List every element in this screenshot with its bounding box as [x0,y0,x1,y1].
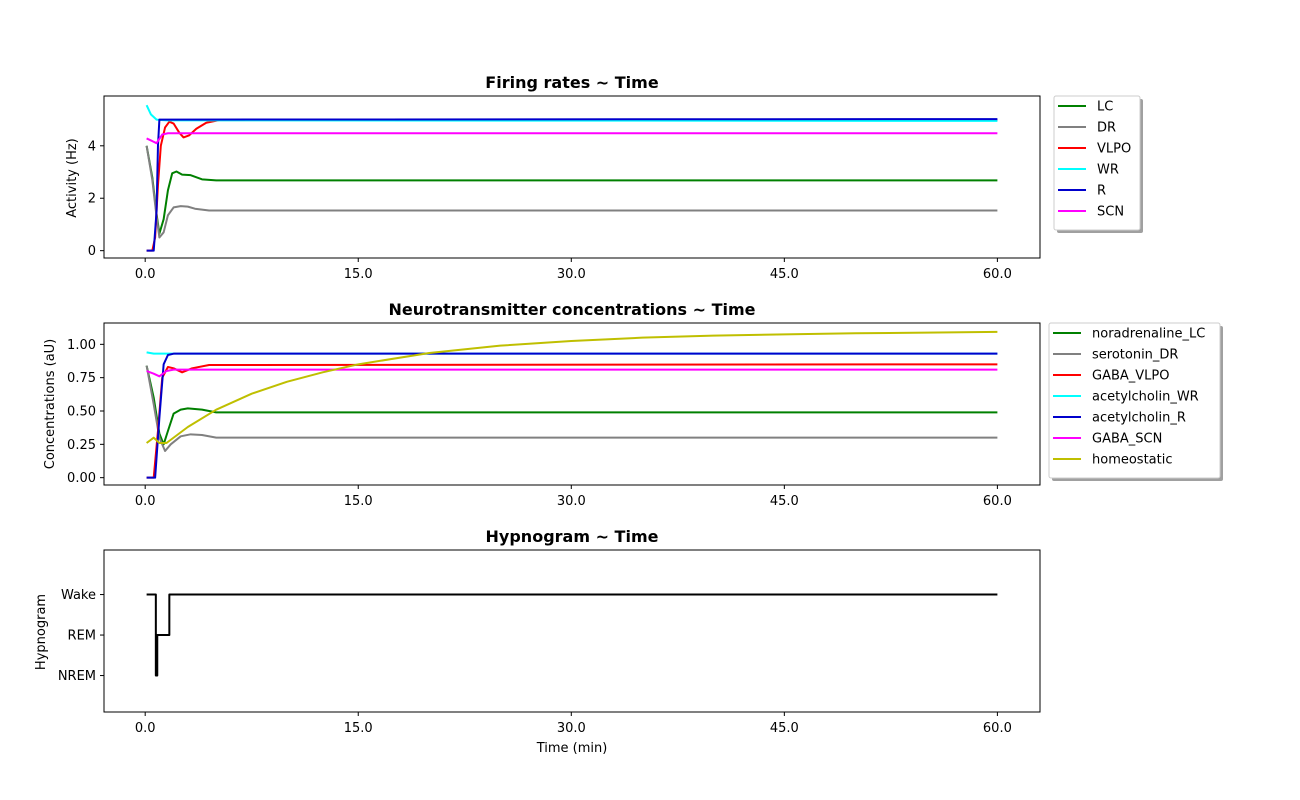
legend-label-acetylcholin-r: acetylcholin_R [1092,411,1186,426]
y-tick-label: 0.00 [67,471,96,486]
x-tick-label: 15.0 [344,721,373,736]
neurotransmitter-panel: Neurotransmitter concentrations ~ Time C… [43,300,1223,509]
legend-box [1053,95,1141,231]
y-tick-label: 0.50 [67,405,96,420]
legend-label-dr: DR [1097,121,1116,136]
x-tick-label: 0.0 [135,721,156,736]
axes-frame [103,95,1041,259]
x-tick-label: 60.0 [983,494,1012,509]
x-tick-label: 30.0 [557,494,586,509]
series-line-scn [146,132,998,145]
y-tick-label: 0 [88,244,96,259]
y-tick-label: 0.75 [67,371,96,386]
firing-rates-ylabel: Activity (Hz) [65,138,80,218]
legend: LC DR VLPO WR R SCN [1053,95,1143,233]
legend-label-serotonin-dr: serotonin_DR [1092,348,1178,363]
neurotransmitter-ylabel: Concentrations (aU) [43,339,58,470]
legend-label-lc: LC [1097,100,1113,115]
series-line-r [146,118,998,252]
legend: noradrenaline_LC serotonin_DR GABA_VLPOace… [1048,322,1223,481]
x-tick-label: 45.0 [770,721,799,736]
y-tick-label: NREM [58,669,96,684]
series-line-acetylcholin-r [146,352,998,479]
legend-label-homeostatic: homeostatic [1092,453,1173,468]
y-tick-label: Wake [61,588,96,603]
x-tick-label: 15.0 [344,494,373,509]
legend-label-r: R [1097,184,1106,199]
hypnogram-ylabel: Hypnogram [34,594,49,670]
legend-label-gaba-vlpo: GABA_VLPO [1092,369,1170,384]
x-tick-label: 0.0 [135,267,156,282]
y-tick-label: REM [68,629,96,644]
series-line-homeostatic [146,330,998,444]
series-line-hypnogram [146,593,998,677]
series-line-wr [145,104,998,122]
hypnogram-panel: Hypnogram ~ Time Hypnogram Time (min) 0.… [34,527,1041,756]
x-tick-label: 60.0 [983,721,1012,736]
legend-label-gaba-scn: GABA_SCN [1092,432,1162,447]
hypnogram-title: Hypnogram ~ Time [486,527,659,546]
series-line-serotonin-dr [145,365,998,452]
y-tick-label: 4 [88,139,96,154]
y-tick-label: 2 [88,192,96,207]
legend-label-noradrenaline-lc: noradrenaline_LC [1092,327,1205,342]
legend-box [1048,322,1221,479]
x-tick-label: 45.0 [770,494,799,509]
x-tick-label: 60.0 [983,267,1012,282]
legend-label-vlpo: VLPO [1097,142,1131,157]
series-line-gaba-scn [146,368,998,378]
x-tick-label: 0.0 [135,494,156,509]
firing-rates-title: Firing rates ~ Time [485,73,659,92]
hypnogram-xlabel: Time (min) [536,741,608,756]
y-tick-label: 0.25 [67,438,96,453]
legend-label-wr: WR [1097,163,1119,178]
x-tick-label: 30.0 [557,267,586,282]
neurotransmitter-title: Neurotransmitter concentrations ~ Time [389,300,756,319]
firing-rates-panel: Firing rates ~ Time Activity (Hz) 0.0 15.… [65,73,1143,282]
legend-label-scn: SCN [1097,205,1124,220]
x-tick-label: 45.0 [770,267,799,282]
x-tick-label: 30.0 [557,721,586,736]
axes-frame [103,549,1041,713]
axes-frame [103,322,1041,486]
x-tick-label: 15.0 [344,267,373,282]
y-tick-label: 1.00 [67,338,96,353]
legend-label-acetylcholin-wr: acetylcholin_WR [1092,390,1199,405]
